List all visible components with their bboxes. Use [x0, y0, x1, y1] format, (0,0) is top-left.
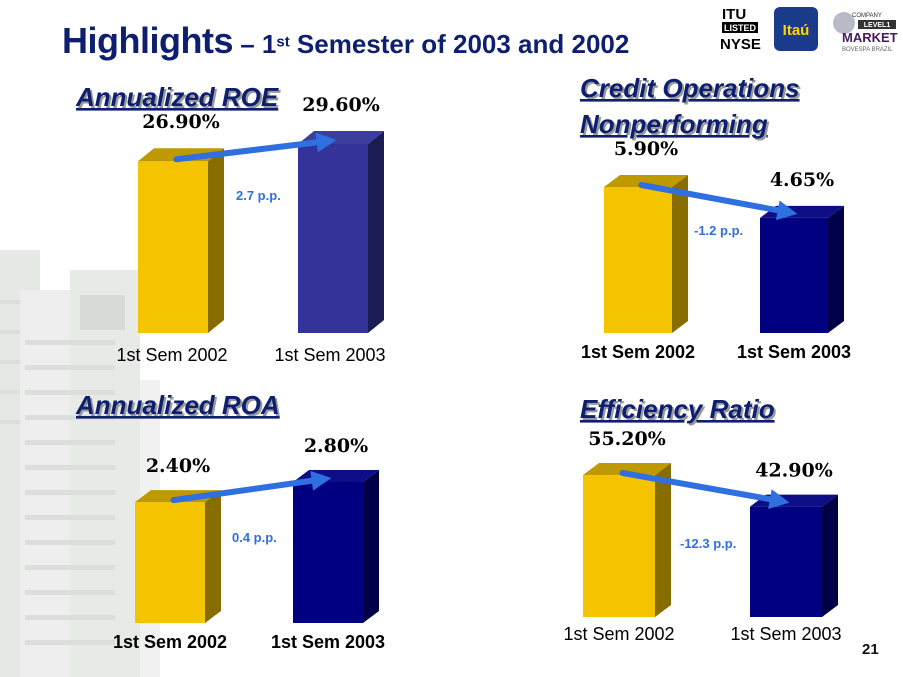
value-label: 26.90%	[142, 111, 220, 133]
category-label: 1st Sem 2002	[113, 632, 227, 652]
category-label: 1st Sem 2003	[271, 632, 385, 652]
arrow-shaft	[619, 470, 773, 503]
chart-title: Credit Operations	[580, 73, 800, 103]
trend-arrow	[638, 182, 798, 221]
value-label: 2.80%	[304, 435, 368, 457]
bar-front	[293, 482, 363, 623]
chart-title: Nonperforming	[580, 109, 768, 139]
bar-front	[135, 502, 205, 623]
logo-bovespa-text: BOVESPA BRAZIL	[842, 47, 893, 53]
nyse-listed-logo: ITU LISTED NYSE	[720, 6, 761, 53]
page-number: 21	[862, 641, 879, 658]
page-title: Highlights – 1st Semester of 2003 and 20…	[62, 20, 629, 62]
bar-front	[583, 475, 655, 617]
bar-front	[760, 217, 828, 333]
title-prefix: – 1	[232, 29, 277, 59]
bar-2002	[604, 175, 688, 333]
chart-title: Annualized ROE	[75, 82, 279, 112]
value-label: 29.60%	[302, 94, 380, 116]
bar-2003	[293, 470, 379, 623]
value-label: 4.65%	[770, 169, 834, 191]
title-main: Highlights	[62, 20, 233, 61]
chart-title-shadow: Annualized ROE	[77, 84, 281, 114]
level1-market-logo: COMPANY LEVEL1 MARKET BOVESPA BRAZIL	[833, 12, 898, 53]
logo-level1-text: LEVEL1	[864, 22, 891, 29]
logo-group: ITU LISTED NYSE Itaú COMPANY LEVEL1 MARK…	[720, 6, 898, 53]
bar-side	[655, 463, 671, 617]
logo-market-text: MARKET	[842, 30, 898, 45]
bar-top	[604, 175, 688, 187]
delta-label: 2.7 p.p.	[236, 188, 281, 203]
chart-title-shadow: Credit Operations	[582, 75, 802, 105]
logo-company-text: COMPANY	[852, 13, 882, 19]
arrow-shaft	[170, 477, 315, 504]
bar-side	[828, 205, 844, 333]
trend-arrow	[619, 470, 790, 509]
bar-front	[298, 144, 368, 333]
trend-arrow	[170, 470, 332, 504]
arrow-head	[315, 132, 337, 153]
bar-side	[205, 490, 221, 623]
logo-itau-text: Itaú	[783, 22, 810, 39]
value-label: 55.20%	[588, 428, 666, 450]
arrow-shaft	[173, 139, 320, 163]
arrow-head	[775, 200, 798, 221]
bar-2002	[583, 463, 671, 617]
chart-title-shadow: Annualized ROA	[77, 392, 282, 422]
delta-label: -1.2 p.p.	[694, 223, 743, 238]
chart-title-shadow: Efficiency Ratio	[582, 396, 777, 426]
category-label: 1st Sem 2003	[274, 345, 385, 365]
bar-front	[750, 506, 822, 617]
delta-label: -12.3 p.p.	[680, 536, 736, 551]
itau-logo: Itaú	[774, 7, 818, 51]
category-label: 1st Sem 2002	[563, 624, 674, 644]
chart-title: Annualized ROA	[75, 390, 280, 420]
category-label: 1st Sem 2002	[116, 345, 227, 365]
bar-top	[583, 463, 671, 475]
bar-2003	[298, 131, 384, 333]
logo-listed-text: LISTED	[724, 23, 757, 33]
bar-side	[363, 470, 379, 623]
category-label: 1st Sem 2003	[737, 342, 851, 362]
bar-side	[672, 175, 688, 333]
delta-label: 0.4 p.p.	[232, 530, 277, 545]
bar-front	[138, 161, 208, 333]
category-label: 1st Sem 2002	[581, 342, 695, 362]
title-superscript: st	[276, 33, 290, 51]
title-suffix: Semester of 2003 and 2002	[289, 29, 630, 59]
value-label: 5.90%	[614, 138, 678, 160]
bar-side	[822, 494, 838, 617]
chart-title-shadow: Nonperforming	[582, 111, 770, 141]
bar-2002	[138, 148, 224, 333]
arrow-shaft	[638, 182, 781, 214]
bar-side	[368, 131, 384, 333]
trend-arrow	[173, 132, 337, 163]
value-label: 42.90%	[755, 460, 833, 482]
bar-2003	[760, 205, 844, 333]
bar-2003	[750, 494, 838, 617]
logo-itu-text: ITU	[722, 6, 746, 23]
bar-2002	[135, 490, 221, 623]
logo-nyse-text: NYSE	[720, 36, 761, 53]
value-label: 2.40%	[146, 455, 210, 477]
category-label: 1st Sem 2003	[730, 624, 841, 644]
arrow-head	[768, 489, 790, 509]
arrow-head	[310, 470, 332, 491]
bar-side	[208, 148, 224, 333]
chart-title: Efficiency Ratio	[580, 394, 775, 424]
bar-front	[604, 187, 672, 333]
